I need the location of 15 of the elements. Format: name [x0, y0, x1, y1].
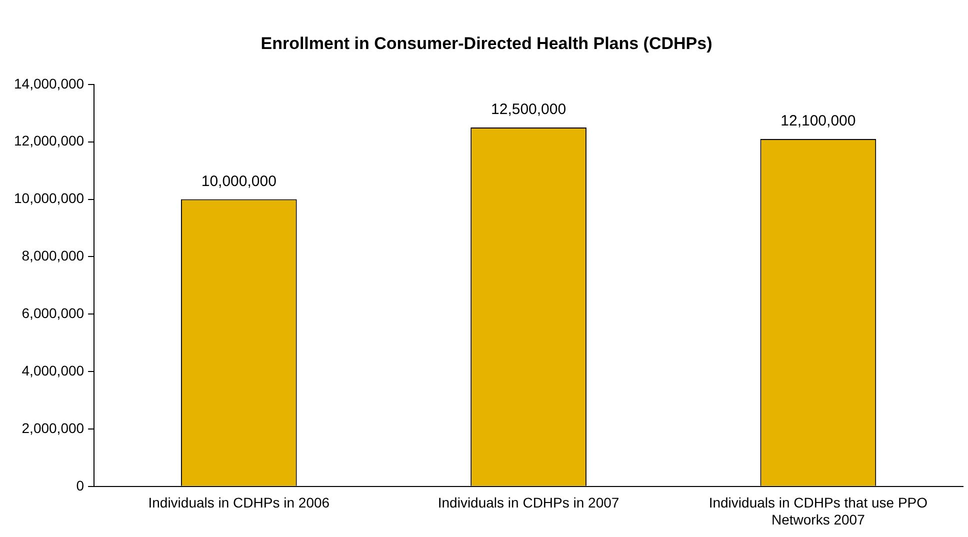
data-label: 12,100,000	[780, 112, 856, 130]
chart-title: Enrollment in Consumer-Directed Health Plans (CDHPs)	[260, 34, 712, 53]
data-label: 12,500,000	[490, 101, 566, 118]
x-tick-label: Individuals in CDHPs that use PPO Networks 2007	[708, 494, 928, 528]
x-tick-label: Individuals in CDHPs in 2006	[148, 494, 330, 511]
y-tick-label: 0	[76, 477, 84, 494]
y-tick-label: 8,000,000	[22, 248, 84, 264]
y-tick-label: 4,000,000	[22, 362, 84, 378]
y-tick-label: 2,000,000	[22, 420, 84, 436]
data-label: 10,000,000	[201, 172, 276, 190]
y-tick-label: 12,000,000	[14, 132, 84, 149]
y-tick-label: 6,000,000	[22, 304, 84, 321]
y-tick-label: 14,000,000	[14, 75, 84, 92]
x-tick-label: Individuals in CDHPs in 2007	[438, 494, 620, 511]
y-tick-label: 10,000,000	[14, 190, 84, 206]
